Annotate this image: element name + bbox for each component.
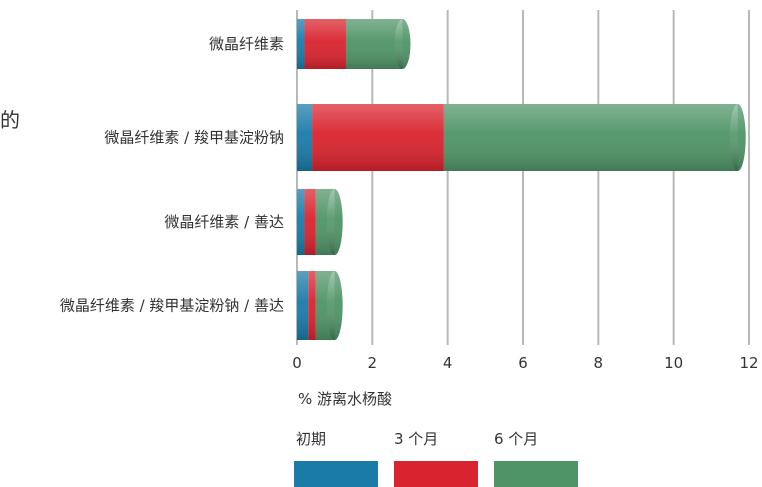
legend-swatch-6-month <box>494 461 578 487</box>
legend-swatch-3-month <box>394 461 478 487</box>
x-tick-label: 10 <box>664 354 683 372</box>
x-tick-label: 2 <box>368 354 378 372</box>
x-tick-label: 8 <box>594 354 604 372</box>
bar-shading <box>297 19 403 69</box>
bar-cap-shading <box>394 19 411 69</box>
x-axis-title: % 游离水杨酸 <box>298 390 393 408</box>
bar-cap-shading <box>326 271 343 340</box>
category-label: 微晶纤维素 <box>209 35 284 53</box>
category-label: 微晶纤维素 / 善达 <box>164 213 284 231</box>
stray-text: 的 <box>0 108 20 132</box>
legend-label-3-month: 3 个月 <box>394 430 439 448</box>
x-tick-label: 12 <box>739 354 758 372</box>
x-tick-labels: 0 2 4 6 8 10 12 <box>292 354 758 372</box>
bar-cap-shading <box>729 104 746 171</box>
legend-swatch-initial <box>294 461 378 487</box>
bar-group <box>297 19 746 340</box>
category-label: 微晶纤维素 / 羧甲基淀粉钠 / 善达 <box>60 297 284 315</box>
x-tick-label: 0 <box>292 354 302 372</box>
x-tick-label: 6 <box>518 354 528 372</box>
x-tick-label: 4 <box>443 354 453 372</box>
bar-cap-shading <box>326 189 343 255</box>
category-label: 微晶纤维素 / 羧甲基淀粉钠 <box>104 129 284 147</box>
legend-label-6-month: 6 个月 <box>494 430 539 448</box>
legend-label-initial: 初期 <box>296 430 327 448</box>
bar-shading <box>297 104 738 171</box>
